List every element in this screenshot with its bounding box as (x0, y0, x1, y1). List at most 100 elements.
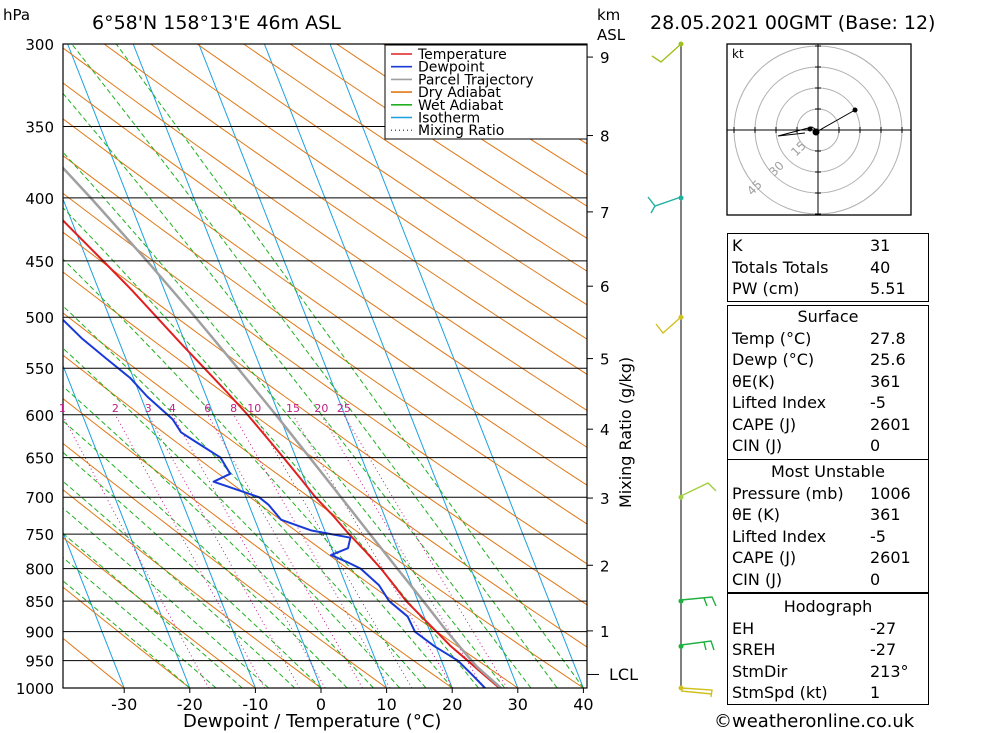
pressure-tick-label: 500 (25, 309, 54, 327)
pressure-tick-label: 850 (25, 593, 54, 611)
km-tick-label: 8 (600, 128, 610, 146)
dry-adiabat-line (63, 312, 584, 688)
hodo-stmdir-value: 213° (870, 661, 909, 681)
x-tick-label: -20 (177, 695, 203, 714)
mixing-ratio-label: 1 (59, 402, 66, 415)
isotherm-line (263, 44, 519, 688)
pw-value: 5.51 (870, 279, 906, 298)
hodograph-point (852, 107, 858, 113)
mixing-ratio-line (147, 414, 300, 688)
pressure-tick-label: 650 (25, 450, 54, 468)
mu-theta-label: θE (K) (732, 505, 780, 524)
pressure-tick-label: 400 (25, 190, 54, 208)
pressure-tick-label: 450 (25, 253, 54, 271)
parcel-trajectory-line (63, 166, 503, 688)
isotherm-line (132, 44, 388, 688)
lcl-label: LCL (609, 665, 638, 684)
k-label: K (732, 236, 743, 255)
surface-cape-value: 2601 (870, 414, 911, 434)
isotherm-line (329, 44, 584, 688)
surface-box: Surface Temp (°C) 27.8 Dewp (°C) 25.6 θE(K… (727, 305, 929, 460)
mu-li-value: -5 (870, 526, 886, 546)
km-tick-label: 5 (600, 351, 610, 369)
pressure-tick-label: 550 (25, 360, 54, 378)
indices-box: K 31 Totals Totals 40 PW (cm) 5.51 (727, 233, 929, 302)
km-tick-label: 3 (600, 490, 610, 508)
wet-adiabat-line (63, 385, 374, 688)
wind-barb (680, 687, 713, 698)
wet-adiabat-line (63, 532, 243, 688)
mu-li-label: Lifted Index (732, 526, 827, 546)
pressure-tick-label: 700 (25, 489, 54, 507)
pressure-tick-label: 350 (25, 118, 54, 136)
wind-barb (680, 596, 717, 607)
mu-cape-label: CAPE (J) (732, 548, 797, 567)
km-tick-label: 1 (600, 623, 610, 641)
wet-adiabat-line (115, 44, 584, 688)
mixing-ratio-axis-label: Mixing Ratio (g/kg) (616, 357, 635, 508)
mixing-ratio-label: 20 (314, 402, 328, 415)
mixing-ratio-line (320, 414, 484, 688)
wind-barb (680, 482, 717, 497)
k-value: 31 (870, 236, 891, 255)
isotherm-line (63, 531, 125, 688)
surface-dewp-value: 25.6 (870, 350, 906, 369)
mixing-ratio-label: 15 (286, 402, 300, 415)
index-pw-row: PW (cm) 5.51 (728, 278, 928, 300)
hodograph-params-box: Hodograph EH -27 SREH -27 StmDir 213° StmSp… (727, 593, 929, 705)
tt-value: 40 (870, 257, 891, 277)
pw-label: PW (cm) (732, 279, 800, 298)
legend-entry: Dewpoint (418, 60, 485, 76)
wet-adiabat-line (63, 347, 401, 688)
mixing-ratio-line (292, 414, 454, 688)
dry-adiabat-line (63, 47, 587, 411)
tt-label: Totals Totals (732, 257, 829, 277)
legend-entry: Temperature (417, 47, 507, 63)
mixing-ratio-label: 4 (169, 402, 176, 415)
hodo-stmdir-label: StmDir (732, 661, 788, 681)
hodo-sreh-value: -27 (870, 640, 897, 659)
dry-adiabat-line (63, 354, 519, 688)
dewpoint-line (63, 318, 487, 688)
index-tt-row: Totals Totals 40 (728, 257, 928, 279)
wet-adiabat-line (63, 451, 322, 688)
x-tick-label: -10 (242, 695, 268, 714)
dry-adiabat-line (150, 44, 587, 340)
pressure-tick-label: 900 (25, 624, 54, 642)
mu-pressure-value: 1006 (870, 483, 911, 503)
hodo-stmspd-value: 1 (870, 683, 881, 702)
mu-cin-value: 0 (870, 569, 881, 589)
legend-entry: Parcel Trajectory (418, 72, 534, 88)
mu-cape-value: 2601 (870, 548, 911, 567)
wind-barb (680, 640, 715, 651)
km-tick-label: 4 (600, 421, 610, 439)
dry-adiabat-line (63, 536, 256, 688)
legend-entry: Dry Adiabat (418, 85, 501, 101)
x-axis-label: Dewpoint / Temperature (°C) (183, 711, 441, 732)
x-tick-label: 0 (316, 695, 326, 714)
pressure-tick-label: 800 (25, 561, 54, 579)
wind-profile (647, 41, 717, 698)
index-k-row: K 31 (728, 235, 928, 257)
mixing-ratio-line (171, 414, 326, 688)
wet-adiabat-line (63, 92, 532, 688)
x-tick-label: 40 (573, 695, 593, 714)
wet-adiabat-line (63, 151, 506, 688)
dry-adiabat-line (243, 44, 587, 272)
km-tick-label: 9 (600, 49, 610, 67)
hodo-eh-value: -27 (870, 618, 897, 638)
hodograph-point (807, 126, 813, 132)
most-unstable-box: Most Unstable Pressure (mb) 1006 θE (K) 36… (727, 459, 929, 593)
pressure-tick-label: 1000 (16, 680, 54, 698)
surface-cape-label: CAPE (J) (732, 414, 797, 434)
mixing-ratio-line (343, 414, 508, 688)
hodo-eh-label: EH (732, 618, 755, 638)
mixing-ratio-label: 10 (247, 402, 261, 415)
mixing-ratio-label: 25 (337, 402, 351, 415)
surface-temp-value: 27.8 (870, 328, 906, 348)
dry-adiabat-line (63, 155, 587, 525)
pressure-tick-label: 950 (25, 653, 54, 671)
